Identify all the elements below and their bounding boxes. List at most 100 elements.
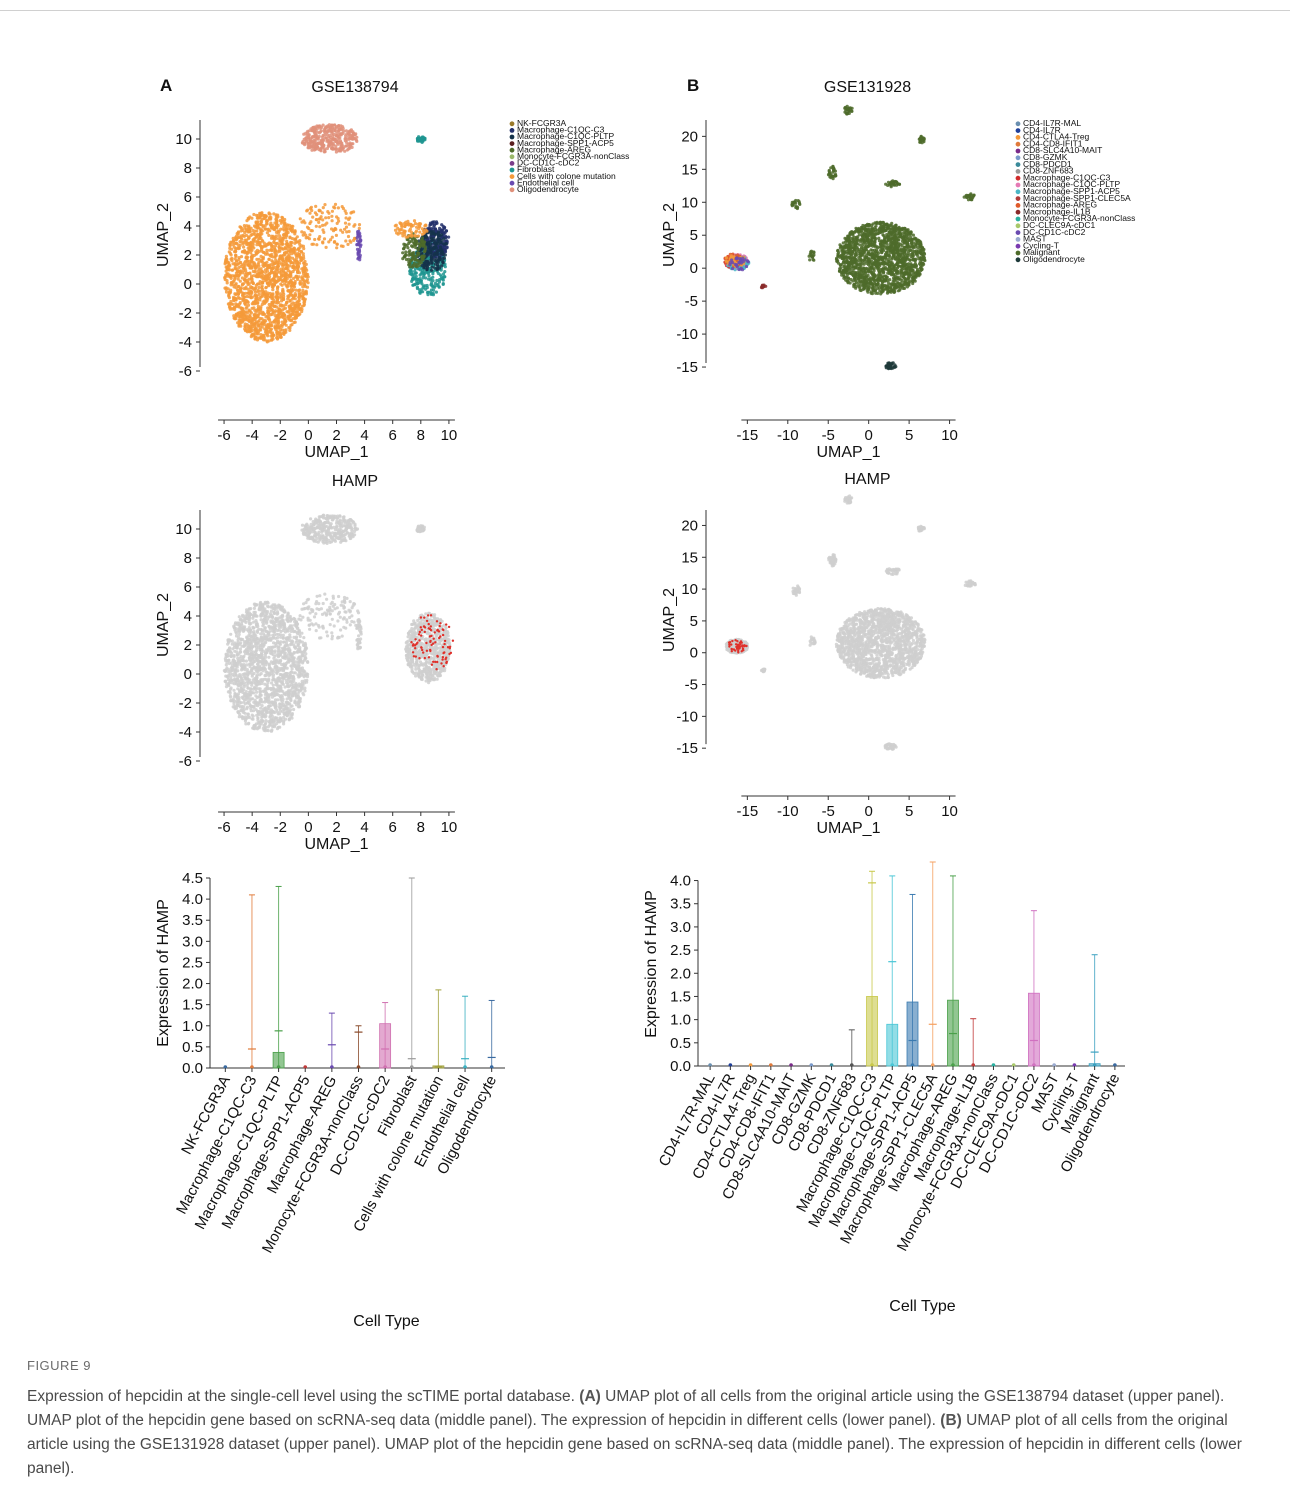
- cell-point: [289, 228, 293, 232]
- cell-point: [441, 261, 445, 265]
- cell-point: [286, 254, 290, 258]
- cell-point: [414, 230, 418, 234]
- legend-swatch: [509, 134, 515, 140]
- cell-point: [876, 251, 881, 255]
- cell-point: [408, 265, 412, 269]
- cell-point: [263, 244, 267, 248]
- cell-point: [445, 246, 449, 250]
- cell-point: [338, 136, 342, 140]
- cell-point: [296, 270, 300, 275]
- cell-point: [302, 247, 306, 251]
- cell-point: [276, 285, 280, 289]
- legend: NK-FCGR3AMacrophage-C1QC-C3Macrophage-C1…: [509, 118, 629, 194]
- cell-point: [875, 264, 879, 268]
- cell-point: [272, 320, 276, 324]
- cell-point: [248, 245, 253, 249]
- cell-point: [419, 260, 423, 265]
- cell-point: [297, 275, 301, 279]
- cell-point: [901, 286, 905, 290]
- cell-point: [894, 285, 899, 289]
- cell-point: [287, 309, 291, 313]
- cell-point: [906, 249, 911, 254]
- cell-point: [902, 238, 906, 242]
- cell-point: [294, 275, 298, 279]
- cell-point: [346, 242, 350, 246]
- cell-point: [309, 140, 313, 144]
- cell-point: [890, 236, 894, 240]
- cell-point: [277, 316, 281, 320]
- cell-point: [870, 248, 875, 252]
- cell-point: [300, 304, 304, 308]
- cell-point: [256, 269, 261, 273]
- cell-point: [276, 319, 281, 323]
- cell-point: [266, 266, 270, 270]
- cell-point: [418, 243, 422, 247]
- cell-point: [244, 298, 248, 302]
- cell-point: [302, 270, 306, 274]
- cell-point: [797, 201, 802, 205]
- y-tick-label: 10: [681, 194, 698, 211]
- cell-point: [441, 257, 445, 261]
- cell-point: [347, 222, 351, 226]
- cell-point: [420, 270, 424, 275]
- cell-point: [427, 274, 431, 278]
- cell-point: [305, 209, 309, 213]
- cell-point: [293, 320, 297, 324]
- cell-point: [846, 261, 850, 265]
- cell-point: [413, 234, 417, 238]
- cell-point: [227, 266, 231, 270]
- cell-point: [847, 265, 851, 269]
- cell-point: [255, 257, 259, 261]
- cell-point: [861, 241, 865, 245]
- cell-point: [333, 129, 337, 133]
- cell-point: [884, 228, 888, 232]
- cell-point: [293, 241, 297, 245]
- cell-point: [239, 225, 243, 229]
- cell-point: [296, 277, 300, 281]
- cell-point: [831, 166, 835, 170]
- cell-point: [236, 277, 240, 281]
- cell-point: [410, 258, 414, 262]
- cell-point: [242, 318, 246, 322]
- cell-point: [324, 136, 328, 140]
- cell-point: [898, 231, 902, 235]
- cell-point: [237, 315, 241, 319]
- cell-point: [325, 146, 329, 151]
- legend-label: Oligodendrocyte: [517, 184, 579, 194]
- cell-point: [278, 312, 282, 316]
- cell-point: [913, 271, 917, 275]
- cell-point: [271, 288, 275, 292]
- cell-point: [864, 266, 868, 270]
- cell-point: [421, 240, 425, 244]
- cell-point: [317, 124, 321, 129]
- cell-point: [279, 282, 283, 286]
- cell-point: [228, 307, 232, 311]
- cell-point: [911, 233, 916, 237]
- cell-point: [321, 123, 325, 127]
- cell-point: [864, 224, 868, 228]
- cell-point: [430, 261, 434, 265]
- cell-point: [250, 324, 255, 328]
- cell-point: [420, 227, 424, 231]
- cell-point: [444, 229, 448, 233]
- cell-point: [335, 221, 339, 225]
- cell-point: [279, 278, 284, 282]
- cell-point: [275, 329, 279, 334]
- cell-point: [234, 254, 238, 258]
- cell-point: [317, 220, 321, 224]
- cell-point: [357, 249, 361, 254]
- cell-point: [838, 255, 842, 259]
- cell-point: [266, 311, 270, 315]
- cell-point: [428, 290, 432, 294]
- cell-point: [251, 241, 255, 245]
- cell-point: [282, 219, 286, 223]
- cell-point: [903, 282, 907, 286]
- cell-point: [284, 261, 288, 265]
- cell-point: [265, 231, 269, 235]
- cell-point: [329, 140, 333, 144]
- cell-point: [903, 226, 907, 230]
- cell-point: [349, 211, 353, 215]
- cell-point: [344, 134, 348, 138]
- cell-point: [907, 238, 911, 243]
- cell-point: [427, 277, 431, 281]
